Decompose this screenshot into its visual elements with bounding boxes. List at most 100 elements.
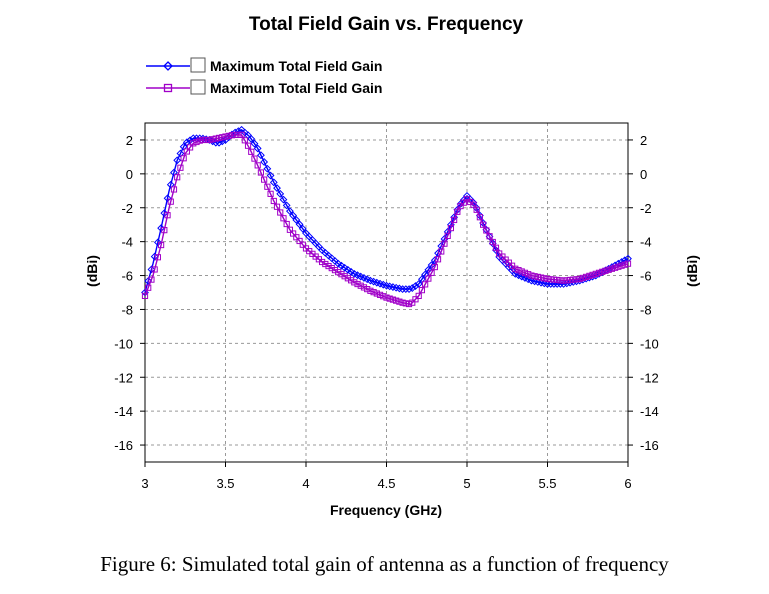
chart-title: Total Field Gain vs. Frequency	[249, 14, 524, 35]
series-2-point	[422, 281, 429, 288]
series-2-point	[199, 136, 207, 144]
legend-checkbox-2[interactable]	[190, 79, 206, 95]
x-tick-label: 4	[302, 476, 309, 491]
x-tick-label: 3	[141, 476, 148, 491]
series-2-point	[412, 296, 419, 303]
series-2-point	[177, 164, 184, 171]
series-1-point	[266, 171, 275, 180]
series-1-point	[147, 265, 156, 274]
legend-checkbox-1[interactable]	[190, 57, 206, 73]
series-2-point	[528, 272, 535, 279]
y-tick-label-left: -16	[114, 438, 133, 453]
series-2-point	[193, 138, 200, 146]
series-1-point	[469, 198, 478, 207]
series-1-point	[421, 270, 430, 279]
series-2-point	[418, 287, 426, 294]
legend-item-2[interactable]: Maximum Total Field Gain	[146, 79, 382, 96]
series-2-point	[570, 276, 577, 283]
plot-area: 3 3.5 4 4.5 5 5.5 6 2 2 0 0 -2 -2 -4 -4 -6 -6 -8 -8 -10 -10 -…	[114, 122, 659, 491]
series-2-point	[174, 174, 181, 181]
series-2-point	[328, 264, 335, 272]
series-1-point	[153, 238, 162, 247]
y-tick-label-left: -4	[121, 235, 133, 250]
y-tick-label-right: 2	[640, 133, 647, 148]
series-1-point	[170, 168, 178, 177]
series-2-point	[257, 169, 265, 176]
series-1-point	[289, 211, 298, 220]
series-2-point	[341, 273, 348, 280]
series-1-point	[166, 180, 175, 189]
series-2-point	[296, 237, 303, 245]
y-tick-label-right: -12	[640, 370, 659, 385]
y-tick-label-right: -4	[640, 235, 652, 250]
series-1-point	[182, 138, 191, 147]
series-2-point	[277, 209, 284, 216]
series-2-point	[141, 292, 149, 299]
series-1-point	[179, 142, 188, 151]
series-2-point	[618, 262, 625, 269]
figure-caption: Figure 6: Simulated total gain of antenn…	[100, 552, 669, 576]
series-1-point	[285, 207, 294, 216]
series-1-point	[276, 189, 285, 198]
series-2-point	[460, 199, 467, 206]
series-2-point	[183, 148, 190, 155]
series-1-point	[398, 285, 407, 294]
series-2-point	[389, 296, 397, 303]
series-2-point	[283, 220, 290, 228]
series-1-point	[424, 265, 433, 274]
series-1-point	[427, 261, 436, 269]
series-2-point	[196, 137, 203, 144]
y-tick-label-left: 2	[126, 133, 133, 148]
series-2-point	[190, 140, 197, 147]
series-2-point	[473, 206, 480, 213]
series-2-point	[399, 299, 406, 306]
series-2-point	[244, 142, 252, 149]
series-2-point	[293, 234, 300, 241]
series-1-point	[150, 252, 159, 261]
series-2-point	[232, 131, 239, 138]
series-2-point	[286, 226, 293, 233]
x-axis-label: Frequency (GHz)	[330, 502, 442, 518]
series-2-point	[576, 275, 583, 283]
series-2-point	[161, 227, 168, 234]
series-2-point	[325, 262, 332, 270]
legend-item-1[interactable]: Maximum Total Field Gain	[146, 57, 382, 74]
y-tick-label-right: 0	[640, 167, 647, 182]
series-2-point	[531, 273, 538, 280]
series-2-point	[235, 131, 242, 138]
series-1-point	[620, 256, 629, 265]
series-1-point	[408, 284, 417, 293]
series-1-point	[269, 178, 278, 187]
series-1-point	[401, 285, 410, 294]
series-2-point	[612, 264, 619, 271]
y-tick-label-right: -8	[640, 302, 652, 317]
series-1-point	[173, 156, 182, 165]
series-2-point	[148, 276, 155, 283]
series-2-point	[219, 134, 226, 141]
series-1-point	[405, 285, 413, 294]
series-1-point	[298, 224, 307, 233]
series-2-point	[451, 216, 458, 224]
series-2-point	[264, 183, 271, 190]
x-tick-label: 5.5	[538, 476, 556, 491]
series-2-point	[492, 244, 500, 251]
series-2-point	[273, 203, 281, 210]
series-2-point	[364, 286, 371, 293]
series-1-point	[176, 149, 185, 158]
series-2-point	[621, 261, 628, 268]
series-2-point	[541, 275, 548, 282]
series-2-point	[186, 144, 194, 151]
y-tick-label-right: -16	[640, 438, 659, 453]
series-2-point	[222, 133, 229, 140]
series-2-point	[537, 274, 545, 281]
series-2-point	[357, 282, 364, 289]
series-1-point	[543, 280, 552, 288]
series-2-point	[354, 280, 361, 288]
series-2-point	[589, 271, 596, 278]
series-2-point	[560, 277, 567, 284]
series-2-point	[454, 208, 461, 215]
series-2-point	[261, 176, 268, 183]
legend-label-1: Maximum Total Field Gain	[210, 58, 382, 74]
series-2-point	[550, 276, 558, 283]
series-2-point	[238, 131, 245, 138]
